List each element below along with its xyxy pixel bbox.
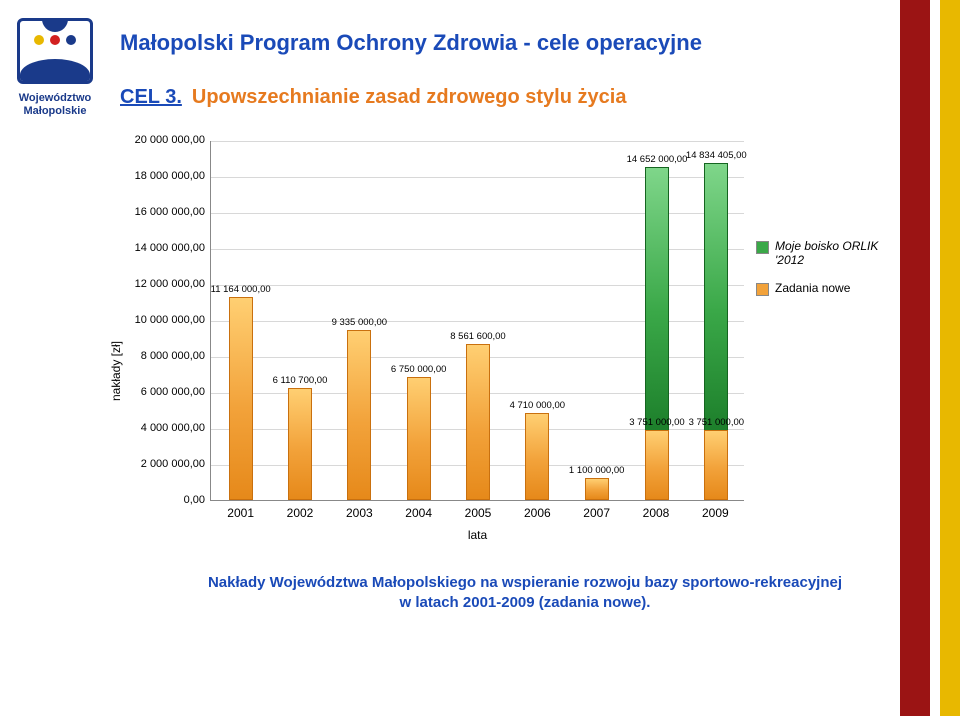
plot-area: 11 164 000,00 6 110 700,00 9 335 000,00 6 7… xyxy=(210,141,744,501)
bar: 6 110 700,00 xyxy=(288,388,312,500)
bar-value-label: 9 335 000,00 xyxy=(332,317,387,328)
bar-group: 6 750 000,00 xyxy=(389,377,448,501)
bar-value-label: 1 100 000,00 xyxy=(569,465,624,476)
chart: nakłady [zł] 11 164 000,006 110 700,009 … xyxy=(124,131,884,551)
bar-value-label: 6 750 000,00 xyxy=(391,364,446,375)
legend-item: Moje boisko ORLIK '2012 xyxy=(756,239,884,267)
y-tick: 20 000 000,00 xyxy=(135,134,211,146)
y-tick: 14 000 000,00 xyxy=(135,242,211,254)
bar-group: 14 834 405,003 751 000,00 xyxy=(686,165,745,500)
subtitle-row: CEL 3. Upowszechnianie zasad zdrowego st… xyxy=(120,86,930,109)
y-tick: 16 000 000,00 xyxy=(135,206,211,218)
caption-line1: Nakłady Województwa Małopolskiego na wsp… xyxy=(120,573,930,593)
logo-label-line1: Województwo xyxy=(19,92,92,105)
bar-group: 4 710 000,00 xyxy=(508,413,567,500)
right-stripe xyxy=(900,0,960,716)
bar-value-label: 11 164 000,00 xyxy=(211,284,271,295)
bar-value-label: 4 710 000,00 xyxy=(510,400,565,411)
bar: 3 751 000,00 xyxy=(645,430,669,500)
x-tick: 2007 xyxy=(583,506,610,520)
y-tick: 10 000 000,00 xyxy=(135,314,211,326)
x-tick: 2008 xyxy=(643,506,670,520)
subtitle-text: Upowszechnianie zasad zdrowego stylu życ… xyxy=(192,86,627,109)
x-axis-label: lata xyxy=(468,528,487,542)
chart-caption: Nakłady Województwa Małopolskiego na wsp… xyxy=(120,573,930,613)
logo-label-line2: Małopolskie xyxy=(19,105,92,118)
x-tick: 2009 xyxy=(702,506,729,520)
bar-group: 6 110 700,00 xyxy=(270,388,329,500)
y-tick: 4 000 000,00 xyxy=(141,422,211,434)
x-tick: 2001 xyxy=(227,506,254,520)
main-content: Małopolski Program Ochrony Zdrowia - cel… xyxy=(110,0,960,716)
logo-dots xyxy=(20,35,90,45)
bar-value-label: 6 110 700,00 xyxy=(273,375,328,386)
bar: 11 164 000,00 xyxy=(229,297,253,500)
bar: 9 335 000,00 xyxy=(347,330,371,500)
y-tick: 2 000 000,00 xyxy=(141,458,211,470)
bar-value-label: 3 751 000,00 xyxy=(629,417,684,428)
left-sidebar: Województwo Małopolskie xyxy=(0,0,110,716)
bar-group: 1 100 000,00 xyxy=(567,478,626,500)
legend-item: Zadania nowe xyxy=(756,281,884,296)
bars-layer: 11 164 000,00 6 110 700,00 9 335 000,00 6 7… xyxy=(211,141,744,500)
bar-group: 11 164 000,00 xyxy=(211,297,270,500)
bar: 1 100 000,00 xyxy=(585,478,609,500)
legend-swatch xyxy=(756,241,769,254)
y-axis-label: nakłady [zł] xyxy=(109,341,123,401)
legend-label: Zadania nowe xyxy=(775,281,850,295)
x-tick: 2005 xyxy=(465,506,492,520)
bar: 3 751 000,00 xyxy=(704,430,728,500)
bar-group: 8 561 600,00 xyxy=(448,344,507,500)
legend-label: Moje boisko ORLIK '2012 xyxy=(775,239,884,267)
x-tick: 2003 xyxy=(346,506,373,520)
y-tick: 6 000 000,00 xyxy=(141,386,211,398)
legend-swatch xyxy=(756,283,769,296)
y-tick: 0,00 xyxy=(184,494,211,506)
y-tick: 12 000 000,00 xyxy=(135,278,211,290)
bar-value-label: 3 751 000,00 xyxy=(689,417,744,428)
x-tick: 2006 xyxy=(524,506,551,520)
page-title: Małopolski Program Ochrony Zdrowia - cel… xyxy=(120,30,930,56)
bar-group: 9 335 000,00 xyxy=(330,330,389,500)
bar: 6 750 000,00 xyxy=(407,377,431,501)
bar-value-label: 8 561 600,00 xyxy=(450,331,505,342)
page: Województwo Małopolskie Małopolski Progr… xyxy=(0,0,960,716)
bar: 8 561 600,00 xyxy=(466,344,490,500)
logo-icon xyxy=(17,18,93,84)
caption-line2: w latach 2001-2009 (zadania nowe). xyxy=(120,593,930,613)
bar-value-label: 14 652 000,00 xyxy=(627,154,688,165)
bar: 4 710 000,00 xyxy=(525,413,549,500)
logo-label: Województwo Małopolskie xyxy=(19,92,92,118)
x-tick: 2004 xyxy=(405,506,432,520)
bar: 14 834 405,00 xyxy=(704,163,728,432)
subtitle-prefix: CEL 3. xyxy=(120,86,182,109)
y-tick: 8 000 000,00 xyxy=(141,350,211,362)
legend: Moje boisko ORLIK '2012 Zadania nowe xyxy=(756,239,884,310)
x-tick: 2002 xyxy=(287,506,314,520)
y-tick: 18 000 000,00 xyxy=(135,170,211,182)
bar-value-label: 14 834 405,00 xyxy=(686,150,747,161)
bar-group: 14 652 000,003 751 000,00 xyxy=(626,169,685,500)
bar: 14 652 000,00 xyxy=(645,167,669,433)
